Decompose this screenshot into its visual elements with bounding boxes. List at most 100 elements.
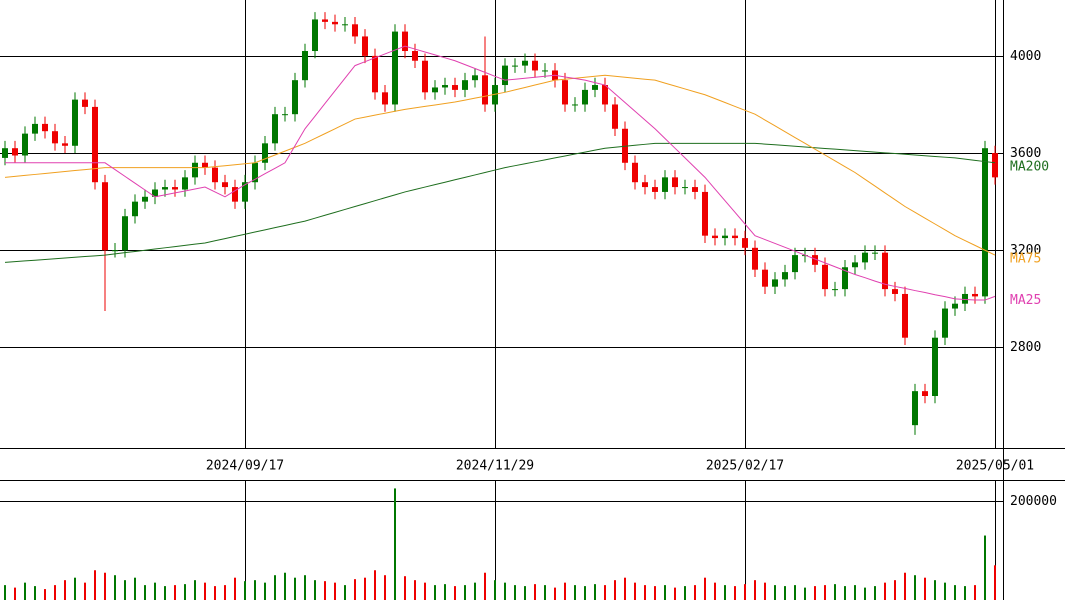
x-tick-label: 2024/09/17: [206, 459, 284, 474]
volume-bar: [94, 570, 96, 600]
candle-body: [592, 85, 598, 90]
candle-body: [222, 182, 228, 188]
candle-body: [662, 177, 668, 192]
candle-body: [772, 279, 778, 287]
candle-body: [252, 162, 258, 183]
volume-bar: [374, 570, 376, 600]
candle-body: [522, 60, 528, 66]
candle-body: [352, 24, 358, 37]
candle-body: [312, 19, 318, 52]
candle-body: [422, 60, 428, 93]
volume-bar: [554, 587, 556, 600]
volume-bar: [624, 577, 626, 600]
candle-body: [602, 85, 608, 105]
candle-body: [262, 143, 268, 163]
volume-bar: [764, 582, 766, 600]
candle-body: [82, 99, 88, 107]
candle-body: [832, 289, 838, 291]
volume-bar: [104, 572, 106, 600]
candle-body: [122, 216, 128, 251]
volume-bar: [364, 577, 366, 600]
candle-body: [102, 182, 108, 251]
candle-body: [292, 80, 298, 115]
volume-bar: [744, 584, 746, 600]
candle-body: [842, 267, 848, 290]
volume-bar: [314, 580, 316, 600]
x-tick-label: 2025/05/01: [956, 459, 1034, 474]
candle-body: [72, 99, 78, 146]
candle-body: [542, 70, 548, 72]
volume-bar: [464, 585, 466, 600]
candle-body: [2, 148, 8, 158]
volume-bar: [24, 582, 26, 600]
y-tick-label: 2800: [1010, 340, 1041, 355]
volume-bar: [264, 582, 266, 600]
candle-body: [182, 177, 188, 190]
volume-bar: [824, 585, 826, 600]
y-tick-label: 4000: [1010, 49, 1041, 64]
candle-body: [532, 60, 538, 71]
volume-bar: [4, 585, 6, 600]
volume-bar: [144, 585, 146, 600]
candle-body: [92, 106, 98, 183]
candle-body: [502, 65, 508, 86]
volume-bar: [784, 586, 786, 600]
candle-body: [872, 252, 878, 254]
volume-bar: [544, 585, 546, 600]
candle-body: [452, 85, 458, 90]
candle-body: [112, 250, 118, 252]
candle-body: [932, 337, 938, 397]
volume-bar: [504, 582, 506, 600]
candle-body: [852, 262, 858, 268]
volume-bar: [114, 575, 116, 600]
volume-bar: [134, 577, 136, 600]
volume-bar: [224, 585, 226, 600]
volume-bar: [34, 586, 36, 600]
volume-bar: [524, 586, 526, 600]
candle-body: [362, 36, 368, 56]
x-tick-label: 2024/11/29: [456, 459, 534, 474]
volume-bar: [354, 579, 356, 600]
volume-bar: [64, 580, 66, 600]
volume-bar: [404, 576, 406, 600]
candle-body: [332, 21, 338, 25]
volume-bar: [734, 586, 736, 600]
candle-body: [512, 65, 518, 67]
candle-body: [132, 201, 138, 217]
candle-body: [152, 189, 158, 197]
volume-bar: [74, 577, 76, 600]
candle-body: [442, 85, 448, 88]
legend-label: MA200: [1010, 159, 1049, 174]
candle-body: [642, 182, 648, 188]
candle-body: [972, 293, 978, 297]
candle-body: [712, 235, 718, 239]
candle-body: [742, 238, 748, 248]
volume-bar: [844, 586, 846, 600]
volume-bar: [874, 586, 876, 600]
candle-body: [862, 252, 868, 263]
volume-bar: [304, 575, 306, 600]
candle-body: [702, 191, 708, 236]
volume-bar: [474, 582, 476, 600]
volume-bar: [694, 585, 696, 600]
candle-body: [752, 247, 758, 270]
candle-body: [682, 187, 688, 189]
volume-bar: [654, 586, 656, 600]
volume-bar: [864, 587, 866, 600]
volume-bar: [484, 572, 486, 600]
candle-body: [342, 24, 348, 26]
volume-bar: [44, 589, 46, 600]
volume-bar: [614, 580, 616, 600]
volume-bar: [414, 580, 416, 600]
candle-body: [432, 87, 438, 93]
y-tick-label: 200000: [1010, 494, 1057, 509]
volume-bar: [214, 586, 216, 600]
volume-bar: [854, 585, 856, 600]
volume-bar: [454, 586, 456, 600]
candle-body: [912, 391, 918, 426]
candle-body: [762, 269, 768, 287]
candle-body: [242, 182, 248, 202]
candle-body: [962, 293, 968, 304]
volume-bar: [534, 584, 536, 600]
